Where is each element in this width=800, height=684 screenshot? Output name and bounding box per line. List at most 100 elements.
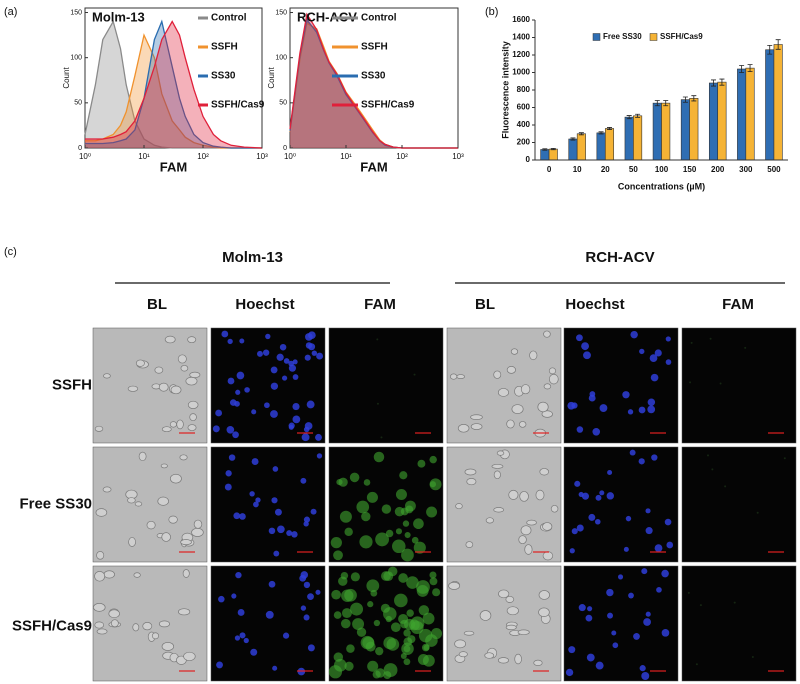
series-line [85,33,262,149]
fluor-cell [387,566,398,577]
bar [652,102,662,161]
nucleus [574,480,581,487]
error-bar [606,127,612,130]
fluor-cell [373,619,381,627]
cell [154,366,164,374]
nucleus [234,401,240,407]
fluor-cell [375,647,384,656]
x-tick-label: 50 [629,165,638,174]
nucleus [303,581,311,589]
fluor-cell [381,504,392,514]
legend-label: Free SS30 [603,32,642,41]
nucleus [288,360,295,367]
cell [164,335,176,344]
micrograph [446,327,562,444]
nucleus [627,409,634,415]
cell [134,501,143,507]
cell [168,515,178,524]
nucleus [303,614,310,621]
cell [176,419,184,430]
cell [182,569,190,578]
nucleus [239,513,246,520]
fluor-cell [432,588,441,597]
nucleus [607,612,613,619]
nucleus [228,454,236,461]
nucleus [638,406,646,414]
group-title: Molm-13 [222,249,283,266]
cell [497,657,509,664]
fluor-cell [367,601,374,608]
y-tick-label: 1400 [512,33,530,42]
nucleus [304,354,311,361]
cell [189,413,197,422]
row-header: SSFH/Cas9 [12,617,92,634]
y-axis-label: Fluorescence intensity [500,41,510,139]
error-bar [775,39,781,50]
nucleus [571,402,578,409]
nucleus [282,632,290,639]
nucleus [233,512,241,520]
cell [193,519,203,529]
cell [520,384,531,395]
fluor-cell [344,527,353,537]
cell [128,537,136,547]
bar [745,67,755,161]
legend-label: SSFH/Cas9 [211,100,265,111]
cell [94,425,104,432]
y-tick-label: 100 [70,55,82,62]
cell [539,468,550,476]
series-line [85,19,262,149]
area-fill [290,23,458,148]
fluor-cell [719,382,722,385]
fluor-cell [360,635,375,650]
x-tick-label: 10² [197,152,209,161]
error-bar [550,147,556,151]
cell [146,520,156,530]
x-axis-label: FAM [360,159,387,174]
cell [529,350,538,361]
cell [493,370,502,379]
fluor-cell [413,373,416,376]
cell [448,581,461,590]
fluor-cell [370,589,378,597]
cell [189,371,201,378]
cell [455,503,463,510]
fluor-cell [418,628,433,643]
micrograph [210,565,326,682]
fluor-cell [356,500,370,514]
fluor-cell [333,658,347,672]
fluor-cell [356,627,367,637]
chart-title: Molm-13 [92,9,145,24]
cell [511,404,524,414]
legend-label: Control [361,13,397,24]
cell [180,364,189,372]
cell [179,454,188,461]
y-tick-label: 0 [283,145,287,152]
cell [517,629,530,636]
cell [169,473,182,484]
cell [485,517,494,524]
fluor-cell [422,654,435,667]
cell [187,336,197,344]
nucleus [262,349,270,356]
cell [138,451,147,462]
area-fill [290,21,458,148]
cell [518,535,527,545]
nucleus [251,409,257,415]
fluor-cell [756,511,759,514]
cell [537,401,549,413]
legend-swatch [649,33,658,41]
nucleus [647,405,656,414]
fluor-cell [385,615,392,623]
cell [94,571,106,582]
column-header: FAM [722,296,754,313]
nucleus [639,348,645,355]
fluor-cell [395,488,407,500]
nucleus [281,375,288,381]
cell [514,653,522,665]
fluor-cell [401,548,414,562]
x-tick-label: 10 [573,165,582,174]
nucleus [303,426,310,433]
cell [185,376,198,386]
cell [161,426,172,433]
